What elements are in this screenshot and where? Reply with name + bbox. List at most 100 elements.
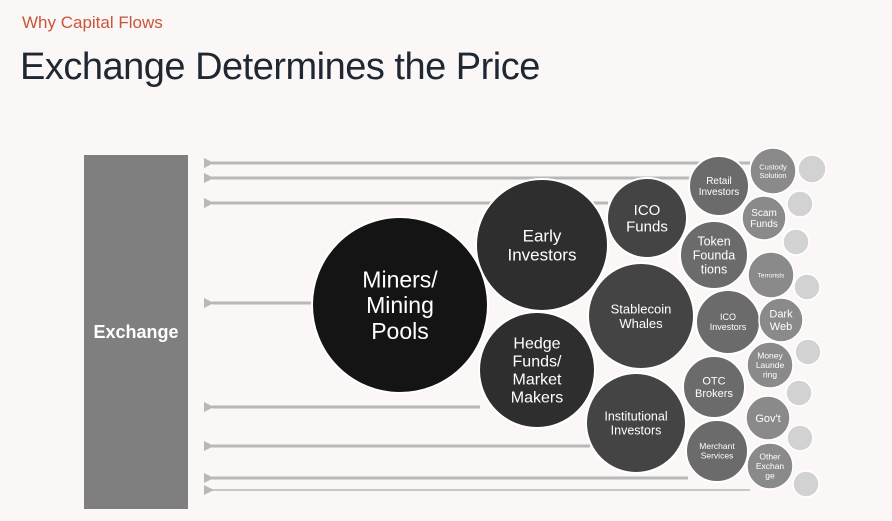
node-label-line: Scam — [751, 208, 777, 219]
node-label-line: Terrorists — [758, 272, 785, 279]
node-otc-brokers: OTC Brokers — [682, 355, 746, 419]
node-institutional-investors: Institutional Investors — [585, 372, 687, 474]
node-token-foundations: Token Founda tions — [679, 220, 749, 290]
node-label-line: Launde — [756, 360, 785, 370]
node-circle-custody-solution — [749, 147, 797, 195]
node-label-line: Dark — [769, 309, 793, 321]
node-circle-unlabeled-3 — [782, 228, 810, 256]
node-merchant-services: Merchant Services — [685, 419, 749, 483]
node-unlabeled-8 — [792, 470, 820, 498]
node-circle-hedge-funds — [478, 311, 596, 429]
node-label-line: Other — [759, 451, 780, 461]
node-label-line: Services — [701, 451, 734, 461]
node-circle-retail-investors — [688, 155, 750, 217]
node-custody-solution: Custody Solution — [749, 147, 797, 195]
node-unlabeled-1 — [797, 154, 827, 184]
node-label-token-foundations: Token Founda tions — [693, 234, 735, 276]
node-label-line: tions — [701, 262, 727, 276]
node-circle-unlabeled-8 — [792, 470, 820, 498]
node-circle-ico-funds — [606, 177, 688, 259]
node-label-line: Makers — [511, 389, 563, 406]
node-label-otc-brokers: OTC Brokers — [695, 376, 733, 400]
node-other-exchange: Other Exchan ge — [746, 442, 794, 490]
node-label-early-investors: Early Investors — [508, 226, 577, 264]
node-govt: Gov't — [745, 395, 791, 441]
node-unlabeled-5 — [794, 338, 822, 366]
node-label-line: ge — [765, 470, 775, 480]
node-circle-unlabeled-5 — [794, 338, 822, 366]
node-circle-unlabeled-6 — [785, 379, 813, 407]
node-label-line: Miners/ — [362, 266, 438, 292]
node-early-investors: Early Investors — [475, 178, 609, 312]
page-title: Exchange Determines the Price — [20, 46, 540, 88]
node-circle-govt — [745, 395, 791, 441]
node-label-line: Gov't — [755, 413, 780, 425]
node-label-line: Whales — [619, 316, 663, 331]
exchange-label: Exchange — [93, 321, 179, 342]
node-ico-funds: ICO Funds — [606, 177, 688, 259]
node-label-line: Stablecoin — [611, 301, 672, 316]
node-label-line: Market — [513, 372, 562, 389]
node-label-govt: Gov't — [755, 413, 780, 425]
node-circle-dark-web — [758, 297, 804, 343]
node-label-line: Token — [697, 234, 730, 248]
node-label-scam-funds: Scam Funds — [750, 208, 778, 230]
node-label-line: Institutional — [604, 409, 667, 423]
node-circle-token-foundations — [679, 220, 749, 290]
node-label-line: Investors — [699, 187, 740, 198]
node-circle-unlabeled-4 — [793, 273, 821, 301]
node-stablecoin-whales: Stablecoin Whales — [587, 262, 695, 370]
node-label-line: Exchan — [756, 461, 785, 471]
node-label-line: Investors — [508, 245, 577, 264]
node-label-line: Funds — [626, 219, 668, 236]
node-label-dark-web: Dark Web — [769, 309, 793, 333]
node-label-line: Investors — [611, 423, 662, 437]
node-label-custody-solution: Custody Solution — [759, 162, 787, 179]
node-circle-terrorists — [747, 251, 795, 299]
node-hedge-funds: Hedge Funds/Market Makers — [478, 311, 596, 429]
node-circle-scam-funds — [741, 195, 787, 241]
node-label-line: Early — [523, 226, 562, 245]
node-label-terrorists: Terrorists — [758, 272, 785, 279]
node-unlabeled-2 — [786, 190, 814, 218]
arrow-layer — [204, 158, 750, 495]
node-money-laundering: Money Launde ring — [746, 341, 794, 389]
node-ico-investors: ICO Investors — [695, 289, 761, 355]
node-circle-otc-brokers — [682, 355, 746, 419]
node-circle-money-laundering — [746, 341, 794, 389]
node-label-merchant-services: Merchant Services — [699, 441, 735, 461]
node-label-line: Pools — [371, 318, 429, 344]
node-label-line: Money — [757, 350, 783, 360]
node-circle-other-exchange — [746, 442, 794, 490]
node-label-line: Hedge — [513, 336, 560, 353]
node-circle-early-investors — [475, 178, 609, 312]
node-label-line: ring — [763, 369, 777, 379]
node-terrorists: Terrorists — [747, 251, 795, 299]
node-circle-unlabeled-1 — [797, 154, 827, 184]
node-circle-merchant-services — [685, 419, 749, 483]
node-label-line: Solution — [759, 171, 786, 180]
node-label-line: ICO — [634, 202, 661, 219]
node-label-line: Funds — [750, 219, 778, 230]
node-label-institutional-investors: Institutional Investors — [604, 409, 667, 437]
node-label-money-laundering: Money Launde ring — [756, 350, 785, 379]
section-subtitle: Why Capital Flows — [22, 13, 163, 32]
node-label-miners: Miners/Mining Pools — [362, 266, 438, 344]
node-label-line: Founda — [693, 248, 735, 262]
node-circle-stablecoin-whales — [587, 262, 695, 370]
node-scam-funds: Scam Funds — [741, 195, 787, 241]
node-unlabeled-3 — [782, 228, 810, 256]
node-label-ico-funds: ICO Funds — [626, 202, 668, 236]
node-circle-miners — [311, 216, 489, 394]
node-retail-investors: Retail Investors — [688, 155, 750, 217]
node-label-retail-investors: Retail Investors — [699, 176, 740, 198]
node-circle-unlabeled-7 — [786, 424, 814, 452]
node-label-line: Mining — [366, 292, 434, 318]
node-label-line: Brokers — [695, 388, 733, 400]
node-unlabeled-6 — [785, 379, 813, 407]
node-label-line: Custody — [759, 162, 787, 171]
node-label-other-exchange: Other Exchan ge — [756, 451, 785, 480]
node-label-hedge-funds: Hedge Funds/Market Makers — [511, 336, 563, 407]
